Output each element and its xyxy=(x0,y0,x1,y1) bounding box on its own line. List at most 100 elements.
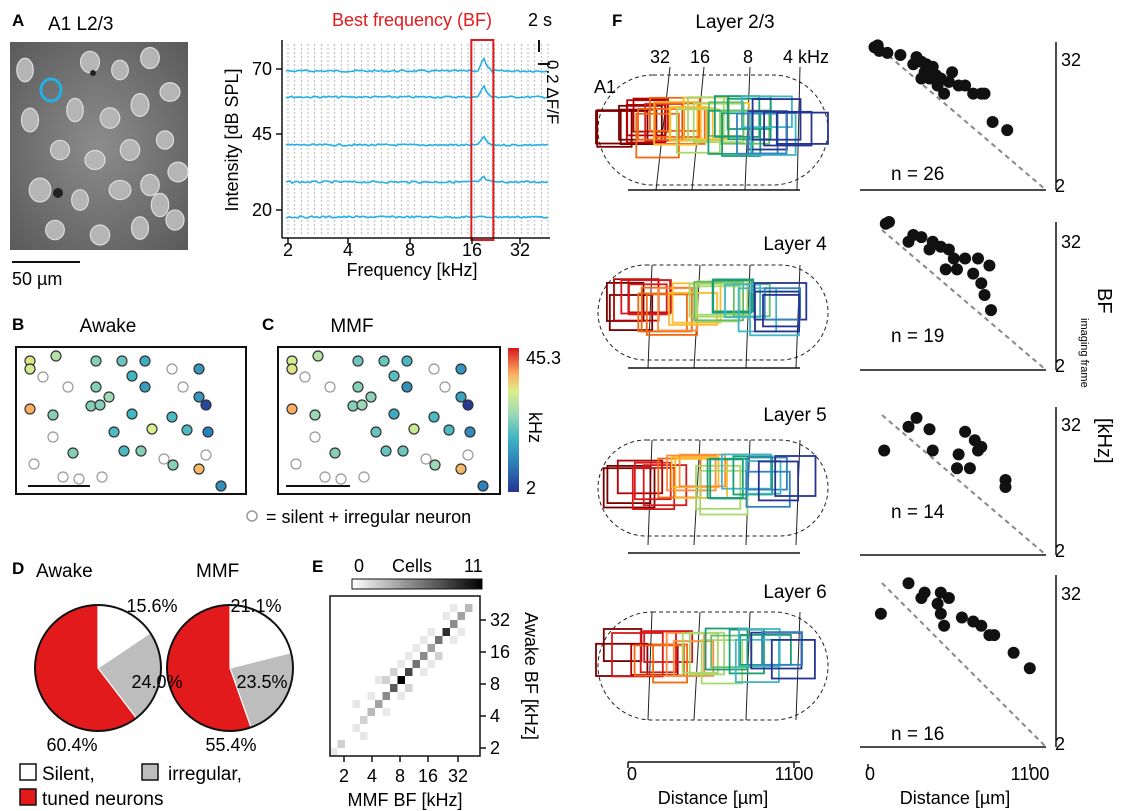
imaging-frame-box xyxy=(642,464,688,507)
neuron-soma xyxy=(45,219,65,241)
heatmap-y-tick-label: 8 xyxy=(490,674,500,694)
scatter-point xyxy=(988,629,1001,642)
neuron-marker xyxy=(312,350,324,362)
imaging-frame-box xyxy=(633,644,685,677)
scatter-point xyxy=(959,425,972,438)
heatmap-cell xyxy=(352,724,360,732)
imaging-frame-box xyxy=(672,640,715,677)
neuron-marker xyxy=(388,370,400,382)
freq-tick-16: 16 xyxy=(690,47,710,67)
heatmap-cell xyxy=(405,668,413,676)
panel-b-title: Awake xyxy=(80,316,137,337)
heatmap-cell xyxy=(465,604,473,612)
bf-colorbar xyxy=(508,348,519,492)
neuron-soma xyxy=(159,82,181,102)
scatter-point xyxy=(967,267,980,280)
dark-spot xyxy=(53,188,63,198)
calcium-trace xyxy=(285,175,549,185)
scatter-point xyxy=(938,87,951,100)
map-x-label: Distance [µm] xyxy=(658,788,768,808)
scatter-point xyxy=(907,58,920,71)
scatter-point xyxy=(934,607,947,620)
iso-frequency-line xyxy=(647,611,653,721)
neuron-marker xyxy=(309,409,321,421)
neuron-marker xyxy=(464,426,476,438)
scatter-point xyxy=(894,49,907,61)
neuron-marker xyxy=(429,459,441,471)
neuron-marker xyxy=(200,449,212,461)
scatter-point xyxy=(978,289,991,301)
heatmap-cell xyxy=(420,636,428,644)
scatter-point xyxy=(959,79,972,92)
heatmap-cell xyxy=(450,636,458,644)
scatter-point xyxy=(923,423,936,436)
heatmap-cell xyxy=(450,604,458,612)
scatter-tick-32-3: 32 xyxy=(1061,584,1081,604)
trace-x-label: Frequency [kHz] xyxy=(346,260,477,280)
neuron-marker xyxy=(139,355,151,367)
scatter-point xyxy=(947,252,960,265)
heatmap-cell xyxy=(360,732,368,740)
scatter-point xyxy=(915,231,928,244)
heatmap-y-tick-label: 4 xyxy=(490,706,500,726)
legend-silent-text: Silent, xyxy=(42,764,95,785)
scatter-point xyxy=(902,577,915,590)
calcium-trace xyxy=(285,215,549,219)
neuron-marker xyxy=(370,426,382,438)
neuron-soma xyxy=(111,59,129,81)
layer-title-2: Layer 5 xyxy=(763,405,826,426)
neuron-marker xyxy=(62,381,74,393)
scatter-point xyxy=(955,611,968,624)
panel-letter-e: E xyxy=(312,557,323,576)
imaging-frame-box xyxy=(770,639,816,680)
neuron-marker xyxy=(24,363,36,375)
neuron-marker xyxy=(135,445,147,457)
heatmap-cell xyxy=(450,620,458,628)
layer-n-1: n = 19 xyxy=(891,326,944,347)
neuron-marker xyxy=(455,391,467,403)
neuron-marker xyxy=(24,403,36,415)
trace-x-tick-label: 8 xyxy=(405,240,415,260)
scatter-tick-2-2: 2 xyxy=(1055,541,1065,561)
neuron-marker xyxy=(139,381,151,393)
pie-outline xyxy=(34,604,162,732)
neuron-marker xyxy=(167,459,179,471)
heatmap-y-tick-label: 16 xyxy=(490,642,510,662)
neuron-marker xyxy=(108,426,120,438)
neuron-marker xyxy=(47,409,59,421)
scatter-point xyxy=(946,66,959,79)
heatmap-cell xyxy=(390,684,398,692)
heatmap-y-label: Awake BF [kHz] xyxy=(521,612,541,740)
neuron-marker xyxy=(47,431,59,443)
neuron-soma xyxy=(140,173,160,197)
legend-irregular-swatch xyxy=(141,763,159,781)
bf-axis-label: BF xyxy=(1093,288,1115,314)
neuron-soma xyxy=(108,179,132,201)
imaging-frame-box xyxy=(639,630,677,674)
imaging-frame-box xyxy=(704,627,749,671)
trace-y-tick-label: 20 xyxy=(252,200,272,220)
freq-tick-8: 8 xyxy=(743,47,753,67)
scatter-x-tick-1100: 1100 xyxy=(1011,764,1050,784)
neuron-marker xyxy=(319,471,331,483)
neuron-marker xyxy=(90,381,102,393)
imaging-frame-box xyxy=(775,111,829,145)
scatter-point xyxy=(931,597,944,610)
neuron-marker xyxy=(477,480,489,492)
neuron-marker xyxy=(408,423,420,435)
best-frequency-box xyxy=(470,39,495,241)
imaging-frame-box xyxy=(774,455,817,497)
a1-outline xyxy=(597,611,829,721)
heatmap-colorbar-max: 11 xyxy=(464,556,483,576)
imaging-frame-box xyxy=(750,631,803,670)
neuron-soma xyxy=(140,46,160,70)
layer-n-3: n = 16 xyxy=(891,724,944,745)
heatmap-cell xyxy=(412,660,420,668)
calcium-trace xyxy=(285,135,549,147)
scatter-point xyxy=(942,592,955,604)
imaging-frame-box xyxy=(670,456,720,489)
scatter-point xyxy=(942,243,955,256)
best-frequency-title: Best frequency (BF) xyxy=(332,10,492,30)
freq-tick-4: 4 kHz xyxy=(783,47,829,67)
neuron-marker xyxy=(462,399,474,411)
